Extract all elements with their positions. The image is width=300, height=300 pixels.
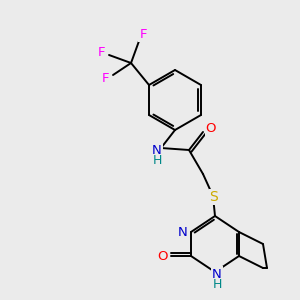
Text: H: H — [212, 278, 222, 292]
Text: F: F — [97, 46, 105, 59]
Text: F: F — [139, 28, 147, 40]
Text: N: N — [212, 268, 222, 281]
Text: N: N — [152, 143, 162, 157]
Text: F: F — [101, 71, 109, 85]
Text: O: O — [157, 250, 167, 262]
Text: O: O — [206, 122, 216, 134]
Text: N: N — [178, 226, 188, 238]
Text: S: S — [210, 190, 218, 204]
Text: H: H — [152, 154, 162, 167]
